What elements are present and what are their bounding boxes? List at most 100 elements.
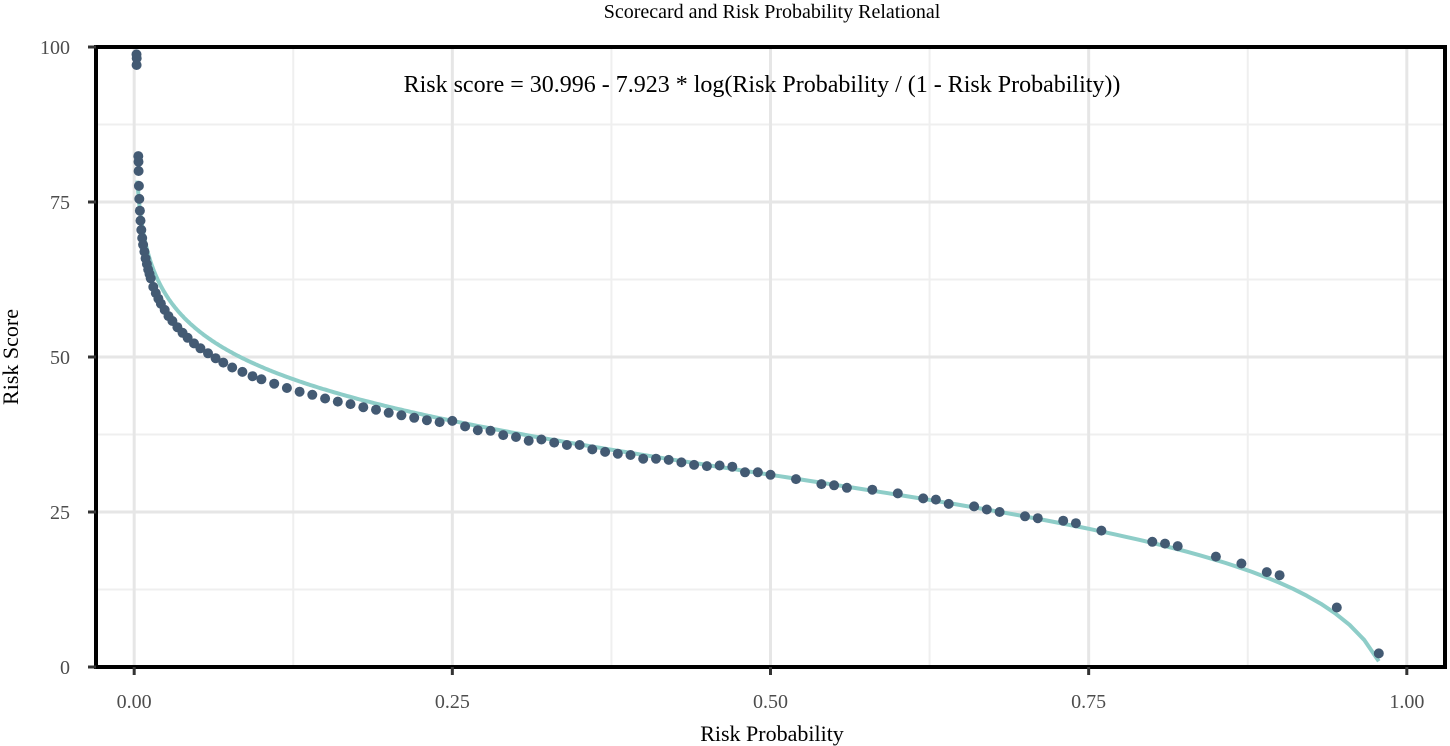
data-point bbox=[689, 459, 700, 470]
data-point bbox=[1032, 513, 1043, 524]
data-point bbox=[237, 366, 248, 377]
data-point bbox=[320, 393, 331, 404]
data-point bbox=[218, 357, 229, 368]
data-point bbox=[676, 457, 687, 468]
data-point bbox=[969, 501, 980, 512]
data-point bbox=[1373, 648, 1384, 659]
y-tick-label: 25 bbox=[50, 502, 70, 524]
data-point bbox=[371, 404, 381, 415]
data-point bbox=[765, 469, 776, 480]
data-point bbox=[714, 460, 725, 471]
data-point bbox=[651, 453, 661, 464]
data-point bbox=[892, 488, 903, 499]
chart-title: Scorecard and Risk Probability Relationa… bbox=[604, 1, 941, 23]
data-point bbox=[994, 507, 1005, 517]
data-point bbox=[269, 378, 280, 389]
data-point bbox=[574, 440, 585, 450]
data-point bbox=[1236, 558, 1247, 569]
data-point bbox=[227, 362, 238, 373]
data-point bbox=[472, 425, 483, 436]
data-point bbox=[612, 448, 623, 459]
data-point bbox=[549, 437, 560, 448]
data-point bbox=[396, 410, 407, 421]
data-point bbox=[447, 415, 458, 426]
data-point bbox=[561, 440, 572, 450]
y-tick-label: 0 bbox=[60, 657, 70, 679]
x-axis-ticks: 0.00 0.25 0.50 0.75 1.00 bbox=[117, 667, 1424, 713]
x-tick-label: 1.00 bbox=[1389, 691, 1424, 713]
data-point bbox=[498, 430, 509, 441]
data-point bbox=[136, 224, 147, 235]
data-point bbox=[638, 453, 649, 464]
y-tick-label: 75 bbox=[50, 192, 70, 214]
data-point bbox=[1172, 541, 1183, 552]
data-point bbox=[663, 454, 674, 465]
data-point bbox=[829, 480, 840, 491]
data-point bbox=[930, 494, 941, 505]
y-axis-title: Risk Score bbox=[0, 309, 23, 405]
data-point bbox=[134, 205, 145, 216]
data-point bbox=[867, 484, 878, 495]
y-axis-ticks: 0 25 50 75 100 bbox=[40, 37, 96, 679]
data-point bbox=[460, 421, 471, 432]
data-point bbox=[752, 467, 763, 478]
data-point bbox=[1070, 518, 1081, 529]
data-point bbox=[523, 435, 534, 446]
data-point bbox=[281, 383, 292, 393]
data-point bbox=[511, 432, 521, 442]
data-point bbox=[740, 467, 750, 478]
data-point bbox=[383, 407, 394, 418]
data-point bbox=[1160, 538, 1170, 549]
data-point bbox=[133, 156, 144, 167]
data-point bbox=[1096, 525, 1107, 536]
data-point bbox=[1274, 570, 1285, 581]
x-tick-label: 0.25 bbox=[435, 691, 470, 713]
grid-major bbox=[96, 45, 1445, 669]
x-tick-label: 0.00 bbox=[117, 691, 152, 713]
data-point bbox=[600, 446, 611, 457]
data-point bbox=[816, 479, 827, 490]
y-tick-label: 100 bbox=[40, 37, 70, 59]
data-point bbox=[1331, 602, 1342, 613]
x-tick-label: 0.50 bbox=[753, 691, 788, 713]
data-point bbox=[133, 180, 144, 191]
data-point bbox=[131, 53, 142, 64]
data-point bbox=[791, 474, 801, 485]
data-point bbox=[307, 389, 318, 400]
data-point bbox=[1020, 511, 1030, 522]
data-point bbox=[256, 374, 267, 385]
data-point bbox=[981, 504, 992, 515]
x-tick-label: 0.75 bbox=[1071, 691, 1106, 713]
data-point bbox=[1210, 551, 1221, 562]
data-point bbox=[294, 386, 305, 397]
data-point bbox=[918, 493, 929, 504]
data-point bbox=[210, 353, 221, 364]
data-point bbox=[247, 371, 258, 382]
data-point bbox=[409, 412, 420, 423]
data-point bbox=[145, 273, 156, 284]
data-point bbox=[434, 417, 445, 428]
data-point bbox=[134, 193, 145, 204]
y-tick-label: 50 bbox=[50, 347, 70, 369]
data-point bbox=[701, 461, 712, 472]
data-point bbox=[727, 461, 738, 472]
data-points bbox=[131, 49, 1384, 659]
data-point bbox=[587, 444, 598, 455]
data-point bbox=[943, 498, 954, 509]
data-point bbox=[358, 402, 369, 413]
data-point bbox=[203, 348, 213, 359]
data-point bbox=[1058, 515, 1069, 526]
data-point bbox=[195, 343, 206, 354]
data-point bbox=[536, 434, 547, 445]
data-point bbox=[1147, 536, 1158, 547]
data-point bbox=[345, 399, 356, 410]
data-point bbox=[485, 425, 496, 436]
formula-annotation: Risk score = 30.996 - 7.923 * log(Risk P… bbox=[404, 72, 1121, 98]
x-axis-title: Risk Probability bbox=[700, 721, 844, 746]
data-point bbox=[1261, 567, 1272, 578]
data-point bbox=[625, 450, 636, 460]
data-point bbox=[421, 415, 432, 426]
data-point bbox=[135, 215, 146, 226]
data-point bbox=[332, 396, 343, 407]
